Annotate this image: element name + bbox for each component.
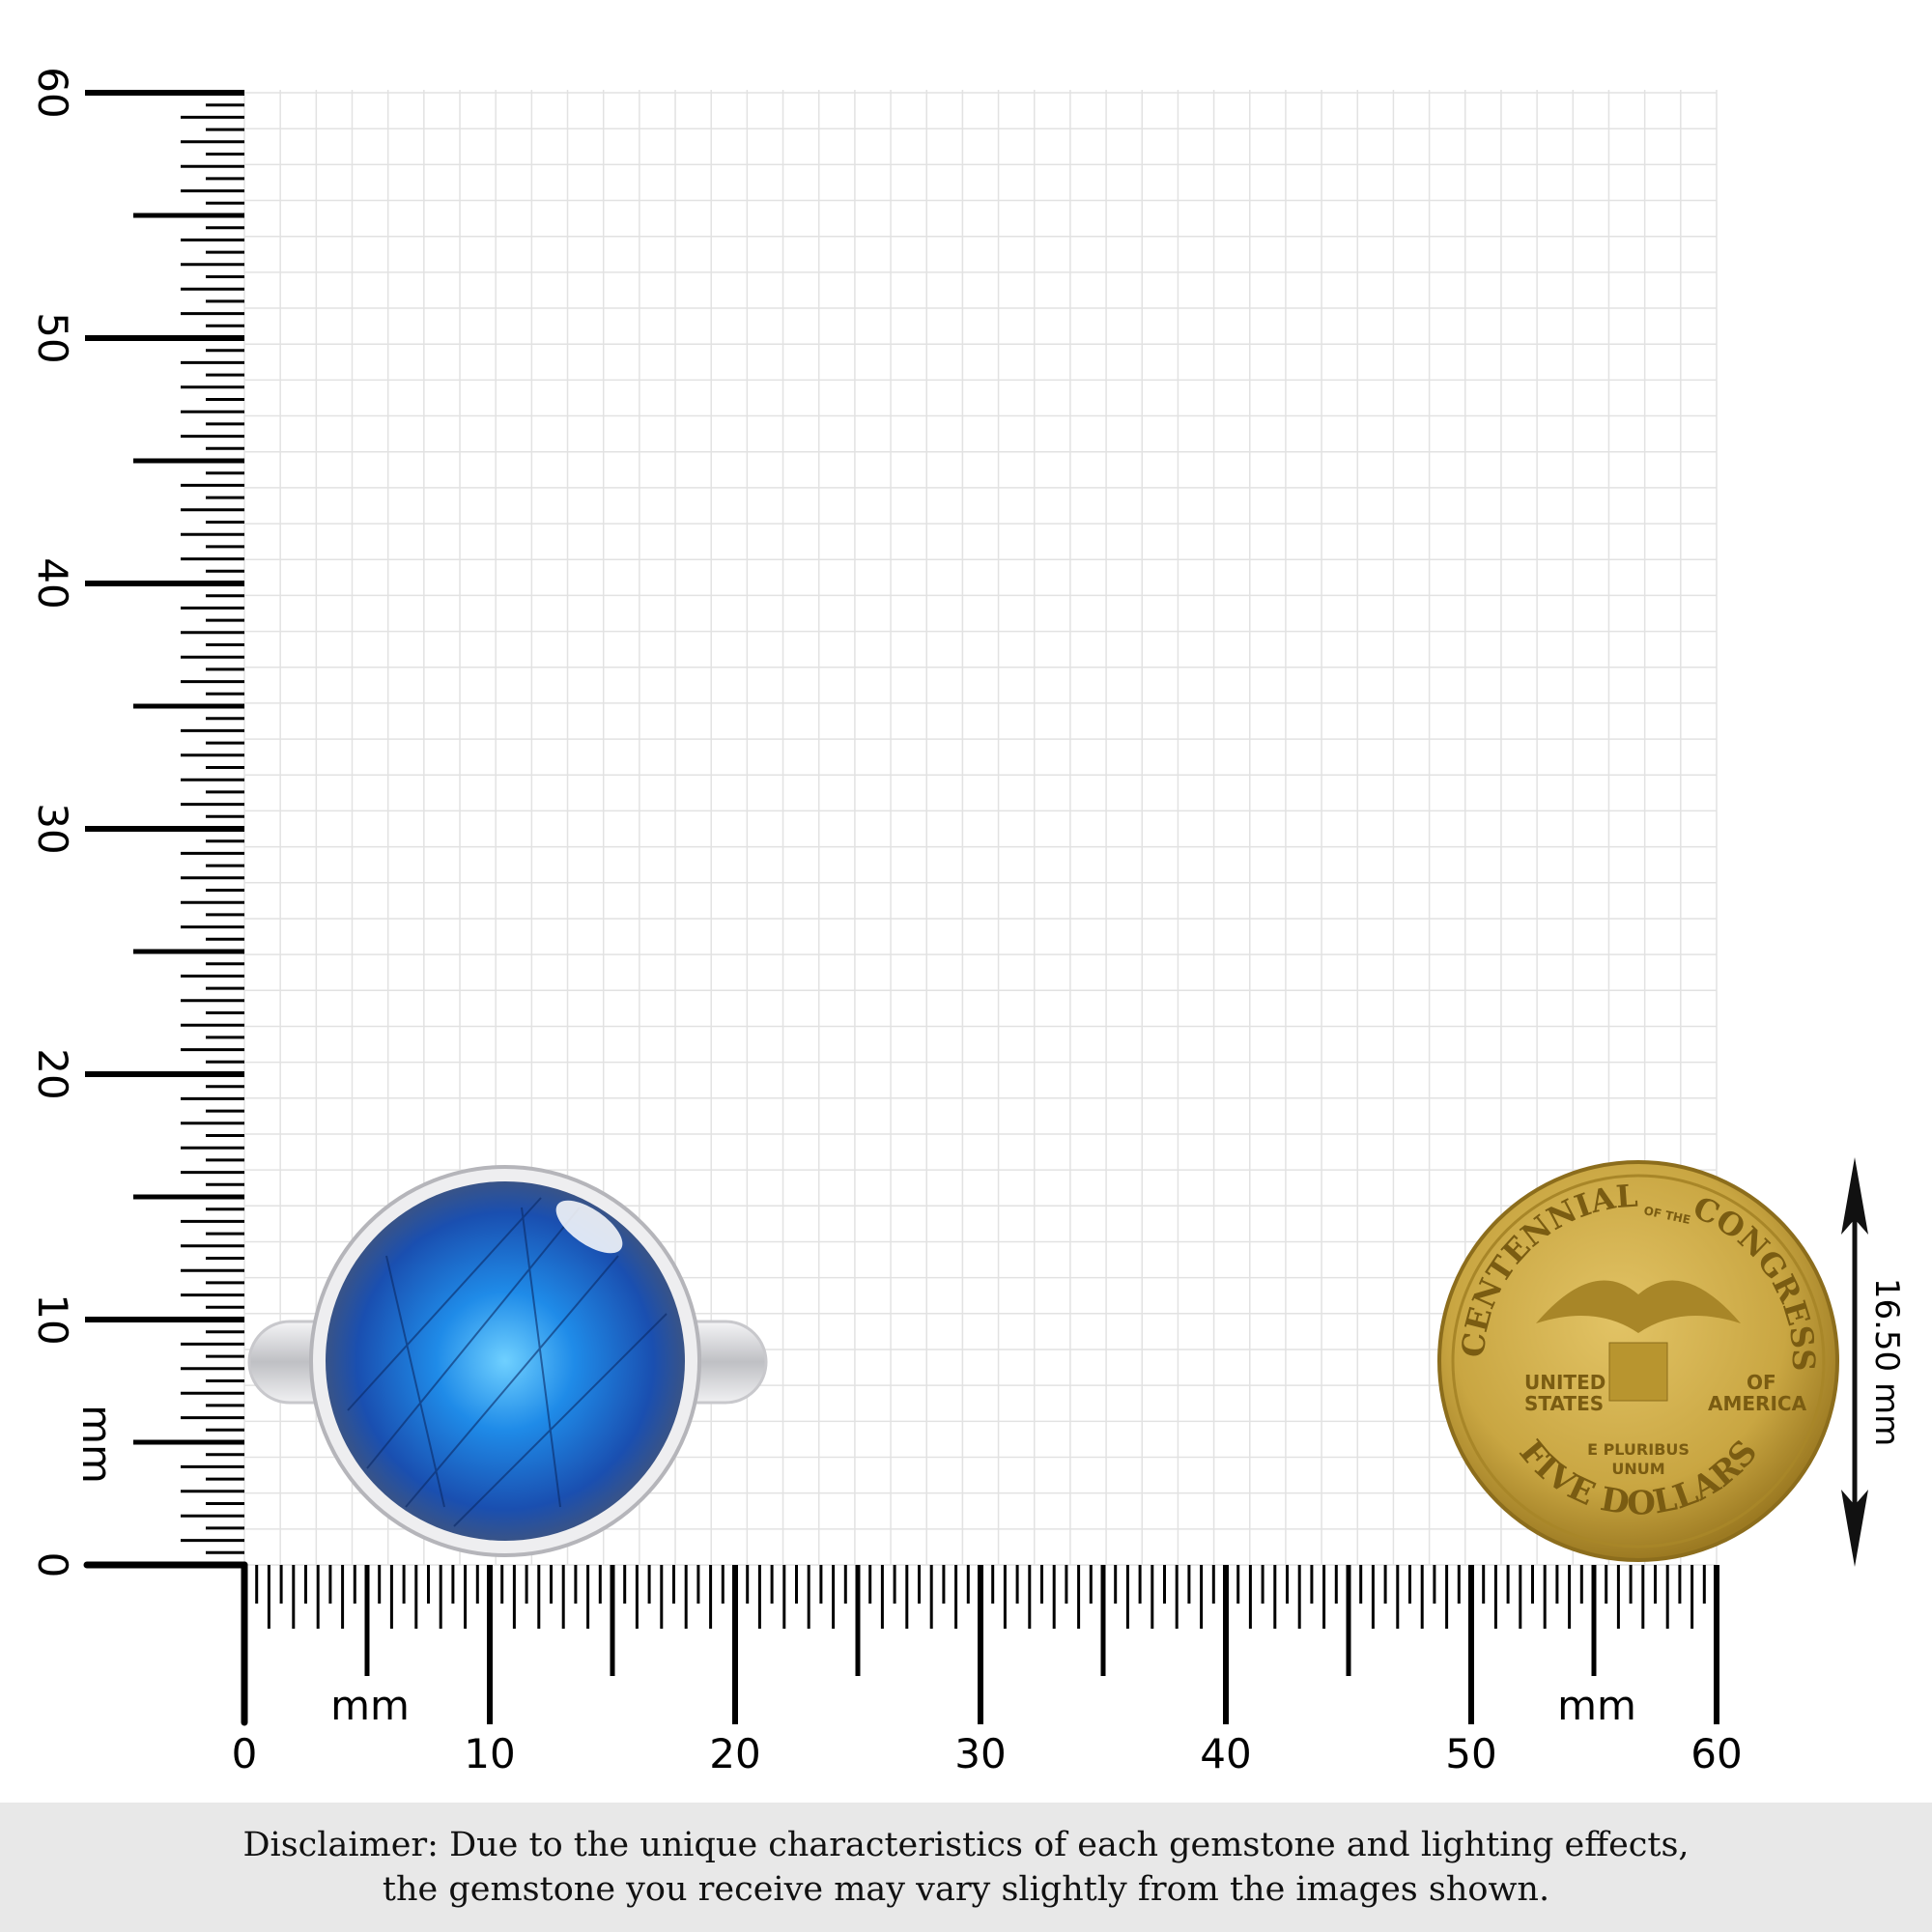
x-tick-label: 0 — [232, 1730, 258, 1777]
x-tick-label: 30 — [954, 1730, 1006, 1777]
y-tick-label: 0 — [29, 1552, 76, 1578]
y-unit-label: mm — [73, 1405, 121, 1484]
diameter-label: 16.50 mm — [1867, 1278, 1906, 1446]
y-tick-label: 50 — [29, 312, 76, 363]
diameter-arrow: 16.50 mm — [1841, 1157, 1906, 1567]
gem-highlight — [555, 1200, 623, 1254]
y-tick-label: 30 — [29, 803, 76, 854]
gemstone — [326, 1181, 685, 1541]
disclaimer-banner: Disclaimer: Due to the unique characteri… — [0, 1803, 1932, 1932]
coin-text: STATES — [1524, 1392, 1604, 1415]
x-unit-label: mm — [1557, 1682, 1636, 1729]
x-unit-label: mm — [330, 1682, 410, 1729]
coin-text: UNITED — [1524, 1371, 1605, 1394]
coin-text: OF — [1747, 1371, 1776, 1394]
gem-texture — [347, 1197, 668, 1527]
x-tick-label: 20 — [709, 1730, 760, 1777]
ruler-ticks — [83, 90, 1719, 1726]
coin-text: E PLURIBUS — [1587, 1440, 1690, 1459]
coin-text: UNUM — [1611, 1460, 1664, 1478]
x-tick-label: 40 — [1200, 1730, 1251, 1777]
y-tick-label: 60 — [29, 67, 76, 118]
disclaimer-line-1: Disclaimer: Due to the unique characteri… — [242, 1826, 1690, 1864]
ring-image — [247, 1165, 768, 1557]
y-tick-label: 20 — [29, 1048, 76, 1099]
y-tick-label: 40 — [29, 557, 76, 609]
disclaimer-line-2: the gemstone you receive may vary slight… — [382, 1870, 1550, 1909]
x-tick-label: 50 — [1445, 1730, 1496, 1777]
coin-text: AMERICA — [1708, 1392, 1807, 1415]
x-tick-label: 10 — [464, 1730, 515, 1777]
y-tick-label: 10 — [29, 1293, 76, 1345]
x-tick-label: 60 — [1690, 1730, 1742, 1777]
